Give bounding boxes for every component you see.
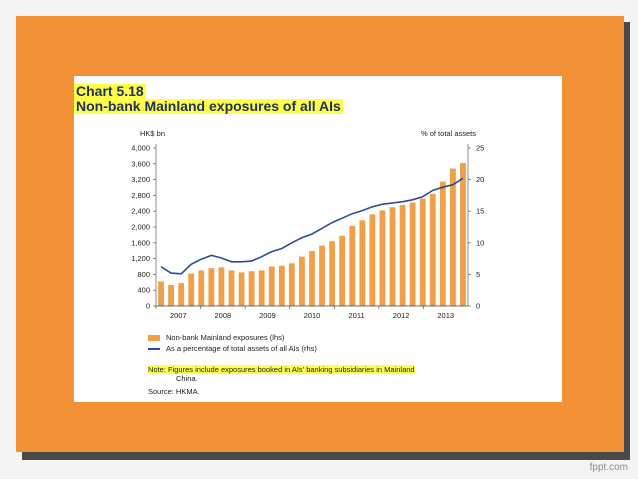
x-tick-label-5: 2012 — [393, 311, 410, 320]
bar-2 — [178, 283, 185, 306]
chart-note: Note: Figures include exposures booked i… — [148, 365, 478, 383]
right-tick-label-2: 10 — [476, 238, 484, 247]
left-tick-label-1: 400 — [137, 286, 150, 295]
left-tick-label-7: 2,800 — [131, 191, 150, 200]
x-tick-label-1: 2008 — [215, 311, 232, 320]
bar-13 — [288, 263, 295, 306]
bar-20 — [359, 220, 366, 306]
bar-26 — [419, 198, 426, 306]
bar-27 — [429, 193, 436, 306]
bar-29 — [449, 168, 456, 306]
bar-12 — [278, 265, 285, 306]
bar-0 — [158, 281, 164, 306]
right-axis-label: % of total assets — [421, 129, 476, 138]
bar-25 — [409, 202, 416, 306]
x-tick-label-6: 2013 — [437, 311, 454, 320]
note-line-1: Note: Figures include exposures booked i… — [148, 365, 415, 374]
bar-5 — [208, 268, 215, 306]
left-tick-label-5: 2,000 — [131, 223, 150, 232]
right-tick-label-0: 0 — [476, 302, 480, 311]
legend-swatch-line — [148, 348, 160, 351]
bar-14 — [299, 256, 305, 306]
left-tick-label-8: 3,200 — [131, 175, 150, 184]
left-tick-label-2: 800 — [137, 270, 150, 279]
left-tick-label-9: 3,600 — [131, 159, 150, 168]
bar-24 — [399, 204, 406, 306]
right-tick-label-3: 15 — [476, 207, 484, 216]
x-tick-label-2: 2009 — [259, 311, 276, 320]
left-tick-label-10: 4,000 — [131, 144, 150, 153]
x-tick-label-3: 2010 — [304, 311, 321, 320]
chart-source: Source: HKMA. — [148, 387, 200, 396]
bar-22 — [379, 210, 386, 306]
left-axis-label: HK$ bn — [140, 129, 165, 138]
chart-panel — [74, 76, 562, 402]
series-line-percentage — [160, 177, 464, 275]
legend-swatch-bar — [148, 335, 160, 342]
bar-10 — [258, 270, 265, 306]
chart-title: Non-bank Mainland exposures of all AIs — [74, 98, 343, 114]
right-tick-label-5: 25 — [476, 144, 484, 153]
bar-23 — [389, 207, 396, 306]
legend-label-line: As a percentage of total assets of all A… — [166, 344, 317, 353]
bar-28 — [439, 181, 446, 306]
note-line-2: China. — [176, 374, 198, 383]
left-tick-label-0: 0 — [146, 302, 150, 311]
left-tick-label-6: 2,400 — [131, 207, 150, 216]
right-tick-label-1: 5 — [476, 270, 480, 279]
bar-1 — [168, 285, 175, 306]
bar-18 — [339, 235, 346, 306]
bar-11 — [268, 266, 275, 306]
bar-21 — [369, 214, 376, 306]
left-tick-label-3: 1,200 — [131, 254, 150, 263]
bar-7 — [228, 270, 235, 306]
bar-4 — [198, 270, 205, 306]
x-tick-label-4: 2011 — [349, 311, 365, 320]
legend-item-bars: Non-bank Mainland exposures (lhs) — [148, 333, 284, 342]
left-tick-label-4: 1,600 — [131, 238, 150, 247]
bar-9 — [248, 271, 255, 306]
x-tick-label-0: 2007 — [170, 311, 187, 320]
bar-19 — [349, 225, 356, 306]
bar-15 — [309, 251, 315, 306]
legend-label-bars: Non-bank Mainland exposures (lhs) — [166, 333, 285, 342]
bar-30 — [460, 163, 466, 306]
bar-17 — [329, 241, 336, 306]
bar-3 — [188, 273, 195, 306]
bar-16 — [319, 245, 325, 306]
legend-item-line: As a percentage of total assets of all A… — [148, 344, 317, 353]
bar-6 — [218, 267, 225, 306]
watermark: fppt.com — [589, 462, 628, 473]
bar-8 — [238, 272, 245, 306]
chart-number: Chart 5.18 — [74, 83, 146, 99]
right-tick-label-4: 20 — [476, 175, 484, 184]
